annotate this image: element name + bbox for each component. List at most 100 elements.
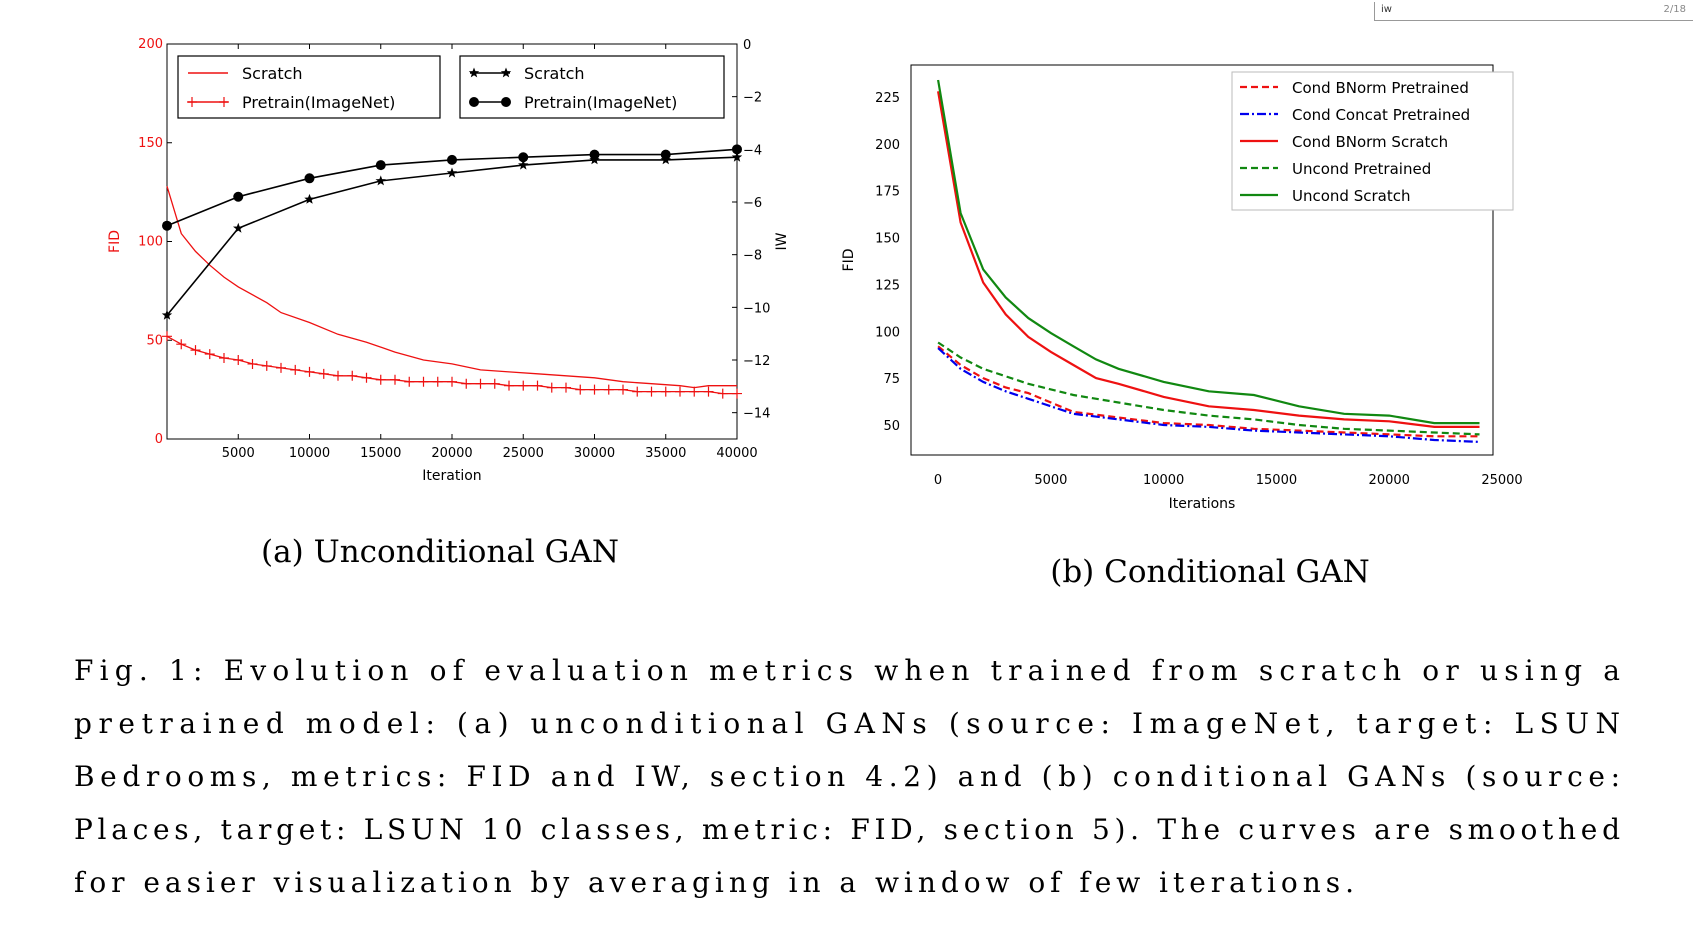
subfigure-b-caption: (b) Conditional GAN xyxy=(1050,554,1370,590)
plot-frame xyxy=(910,64,1494,456)
caption-line-2: pretrained model: (a) unconditional GANs… xyxy=(74,707,1620,740)
series-point-1 xyxy=(219,353,229,364)
legend-marker-1 xyxy=(187,97,197,107)
caption-line-1: Fig. 1: Evolution of evaluation metrics … xyxy=(74,654,1620,687)
series-point-3 xyxy=(233,191,244,202)
series-point-1 xyxy=(304,366,315,377)
series-point-1 xyxy=(361,372,372,383)
series-point-1 xyxy=(233,355,244,365)
series-point-2 xyxy=(304,193,315,204)
search-text[interactable]: iw xyxy=(1381,4,1392,15)
series-point-3 xyxy=(660,149,671,160)
series-point-1 xyxy=(632,386,643,397)
series-point-1 xyxy=(404,376,415,387)
series-point-3 xyxy=(304,173,315,184)
series-point-1 xyxy=(290,364,301,375)
x-tick-label: 25000 xyxy=(1481,473,1522,488)
y-tick-label: 0 xyxy=(155,432,163,447)
x-tick-label: 25000 xyxy=(503,446,544,461)
y2-tick-label: −4 xyxy=(743,143,762,158)
series-point-1 xyxy=(518,380,529,391)
x-tick-label: 5000 xyxy=(1034,473,1067,488)
series-point-2 xyxy=(731,151,743,162)
series-point-1 xyxy=(575,384,586,395)
x-tick-label: 10000 xyxy=(289,446,330,461)
caption-line-3: Bedrooms, metrics: FID and IW, section 4… xyxy=(74,760,1620,793)
y-tick-label: 75 xyxy=(883,372,900,387)
caption-line-4: Places, target: LSUN 10 classes, metric:… xyxy=(74,813,1620,846)
legend-marker-3 xyxy=(469,97,479,107)
series-point-3 xyxy=(518,152,529,163)
series-point-1 xyxy=(375,374,386,385)
x-tick-label: 15000 xyxy=(360,446,401,461)
series-point-1 xyxy=(675,386,685,397)
series-point-2 xyxy=(161,309,173,320)
x-tick-label: 15000 xyxy=(1256,473,1297,488)
series-point-2 xyxy=(518,159,529,170)
series-point-3 xyxy=(732,144,742,155)
series-point-1 xyxy=(589,384,600,395)
legend-label-3: Pretrain(ImageNet) xyxy=(524,93,677,112)
series-point-1 xyxy=(660,386,671,397)
series-point-1 xyxy=(489,378,500,389)
series-line-2 xyxy=(937,91,1480,428)
x-tick-label: 5000 xyxy=(222,446,255,461)
y-axis-label: FID xyxy=(841,249,857,272)
y2-tick-label: −2 xyxy=(743,91,762,106)
legend-label-3: Uncond Pretrained xyxy=(1292,160,1431,178)
series-point-1 xyxy=(318,368,329,379)
series-point-1 xyxy=(432,376,443,387)
series-point-1 xyxy=(276,362,286,373)
series-point-1 xyxy=(333,370,343,381)
series-point-3 xyxy=(589,149,600,160)
x-tick-label: 20000 xyxy=(1369,473,1410,488)
series-point-3 xyxy=(447,154,457,165)
series-point-1 xyxy=(204,349,215,360)
x-axis-label: Iteration xyxy=(422,468,481,484)
legend-label-1: Pretrain(ImageNet) xyxy=(242,93,395,112)
series-point-1 xyxy=(689,386,700,397)
y-tick-label: 100 xyxy=(138,235,163,250)
legend-label-0: Cond BNorm Pretrained xyxy=(1292,79,1469,97)
series-point-1 xyxy=(561,382,571,393)
series-point-1 xyxy=(447,376,457,387)
chart-conditional-gan: 0 5000 10000 15000 20000 25000 50 75 100 125 150 17… xyxy=(841,64,1523,512)
series-point-1 xyxy=(646,386,657,397)
viewer-search-bar[interactable]: iw 2/18 xyxy=(1374,2,1693,21)
series-point-1 xyxy=(261,360,272,371)
series-line-1 xyxy=(937,347,1480,443)
subfigure-a-caption: (a) Unconditional GAN xyxy=(261,534,619,570)
legend-label-0: Scratch xyxy=(242,64,303,83)
series-point-3 xyxy=(162,220,172,231)
figure-caption: Fig. 1: Evolution of evaluation metrics … xyxy=(74,654,1620,899)
series-line-0 xyxy=(166,186,737,389)
y2-tick-label: −14 xyxy=(743,407,770,422)
x-tick-label: 30000 xyxy=(574,446,615,461)
y2-tick-label: −10 xyxy=(743,301,770,316)
y-tick-label: 225 xyxy=(875,91,900,106)
y-tick-label: 50 xyxy=(883,419,900,434)
series-point-1 xyxy=(390,374,400,385)
legend-marker-2 xyxy=(500,67,512,78)
y-tick-label: 175 xyxy=(875,185,900,200)
y2-tick-label: 0 xyxy=(743,38,751,53)
series-point-1 xyxy=(475,378,486,389)
y-tick-label: 150 xyxy=(138,136,163,151)
series-line-0 xyxy=(937,345,1480,438)
series-line-2 xyxy=(166,156,738,316)
legend-label-2: Scratch xyxy=(524,64,585,83)
series-point-1 xyxy=(532,380,543,391)
x-tick-label: 20000 xyxy=(431,446,472,461)
series-point-1 xyxy=(418,376,429,387)
y-tick-label: 150 xyxy=(875,232,900,247)
series-point-1 xyxy=(546,382,557,393)
chart-unconditional-gan: 5000 10000 15000 20000 25000 30000 35000 40000 0… xyxy=(107,37,790,484)
y2-tick-label: −6 xyxy=(743,196,762,211)
series-point-1 xyxy=(461,378,472,389)
legend-iw xyxy=(459,55,725,119)
series-point-1 xyxy=(504,380,514,391)
y-tick-label: 125 xyxy=(875,278,900,293)
y-axis-label: FID xyxy=(107,230,123,253)
legend-label-1: Cond Concat Pretrained xyxy=(1292,106,1470,124)
